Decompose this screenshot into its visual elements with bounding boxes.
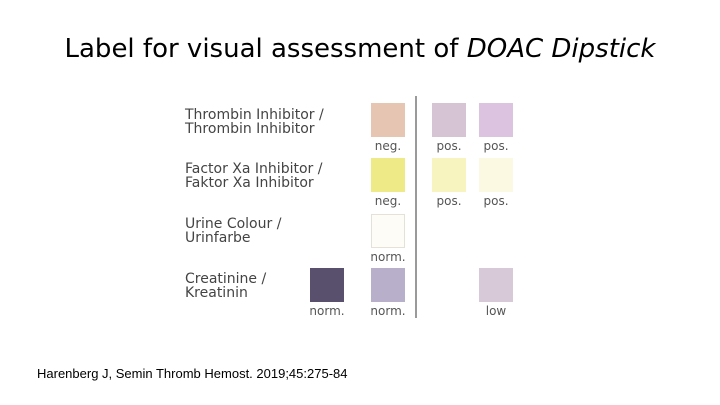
- title-main: Label for visual assessment of: [64, 34, 467, 64]
- swatch-factor-xa-pos-1: [432, 158, 466, 192]
- swatch-thrombin-pos-2: [479, 103, 513, 137]
- label-line-2: Urinfarbe: [185, 230, 251, 246]
- swatch-factor-xa-neg: [371, 158, 405, 192]
- label-line-2: Thrombin Inhibitor: [185, 121, 315, 137]
- caption-factor-xa-pos-2: pos.: [483, 194, 509, 208]
- caption-factor-xa-neg: neg.: [374, 194, 402, 208]
- caption-thrombin-pos-1: pos.: [436, 139, 462, 153]
- caption-thrombin-neg: neg.: [374, 139, 402, 153]
- label-line-2: Faktor Xa Inhibitor: [185, 175, 314, 191]
- swatch-thrombin-pos-1: [432, 103, 466, 137]
- label-urine-colour: Urine Colour / Urinfarbe: [185, 217, 281, 245]
- caption-creatinine-left: norm.: [309, 304, 345, 318]
- citation: Harenberg J, Semin Thromb Hemost. 2019;4…: [37, 366, 348, 381]
- swatch-creatinine-left: [310, 268, 344, 302]
- caption-thrombin-pos-2: pos.: [483, 139, 509, 153]
- swatch-urine-norm: [371, 214, 405, 248]
- swatch-creatinine-low: [479, 268, 513, 302]
- divider-line: [415, 96, 417, 318]
- swatch-factor-xa-pos-2: [479, 158, 513, 192]
- caption-creatinine-norm: norm.: [370, 304, 406, 318]
- label-line-1: Urine Colour /: [185, 216, 282, 232]
- caption-factor-xa-pos-1: pos.: [436, 194, 462, 208]
- label-thrombin-inhibitor: Thrombin Inhibitor / Thrombin Inhibitor: [185, 108, 324, 136]
- label-line-1: Thrombin Inhibitor /: [185, 107, 324, 123]
- label-factor-xa-inhibitor: Factor Xa Inhibitor / Faktor Xa Inhibito…: [185, 162, 322, 190]
- label-line-1: Creatinine /: [185, 271, 267, 287]
- swatch-thrombin-neg: [371, 103, 405, 137]
- label-line-1: Factor Xa Inhibitor /: [185, 161, 323, 177]
- slide-title: Label for visual assessment of DOAC Dips…: [0, 34, 720, 64]
- swatch-creatinine-norm: [371, 268, 405, 302]
- caption-creatinine-low: low: [485, 304, 507, 318]
- title-italic: DOAC Dipstick: [466, 34, 656, 64]
- label-creatinine: Creatinine / Kreatinin: [185, 272, 266, 300]
- label-line-2: Kreatinin: [185, 285, 248, 301]
- caption-urine-norm: norm.: [370, 250, 406, 264]
